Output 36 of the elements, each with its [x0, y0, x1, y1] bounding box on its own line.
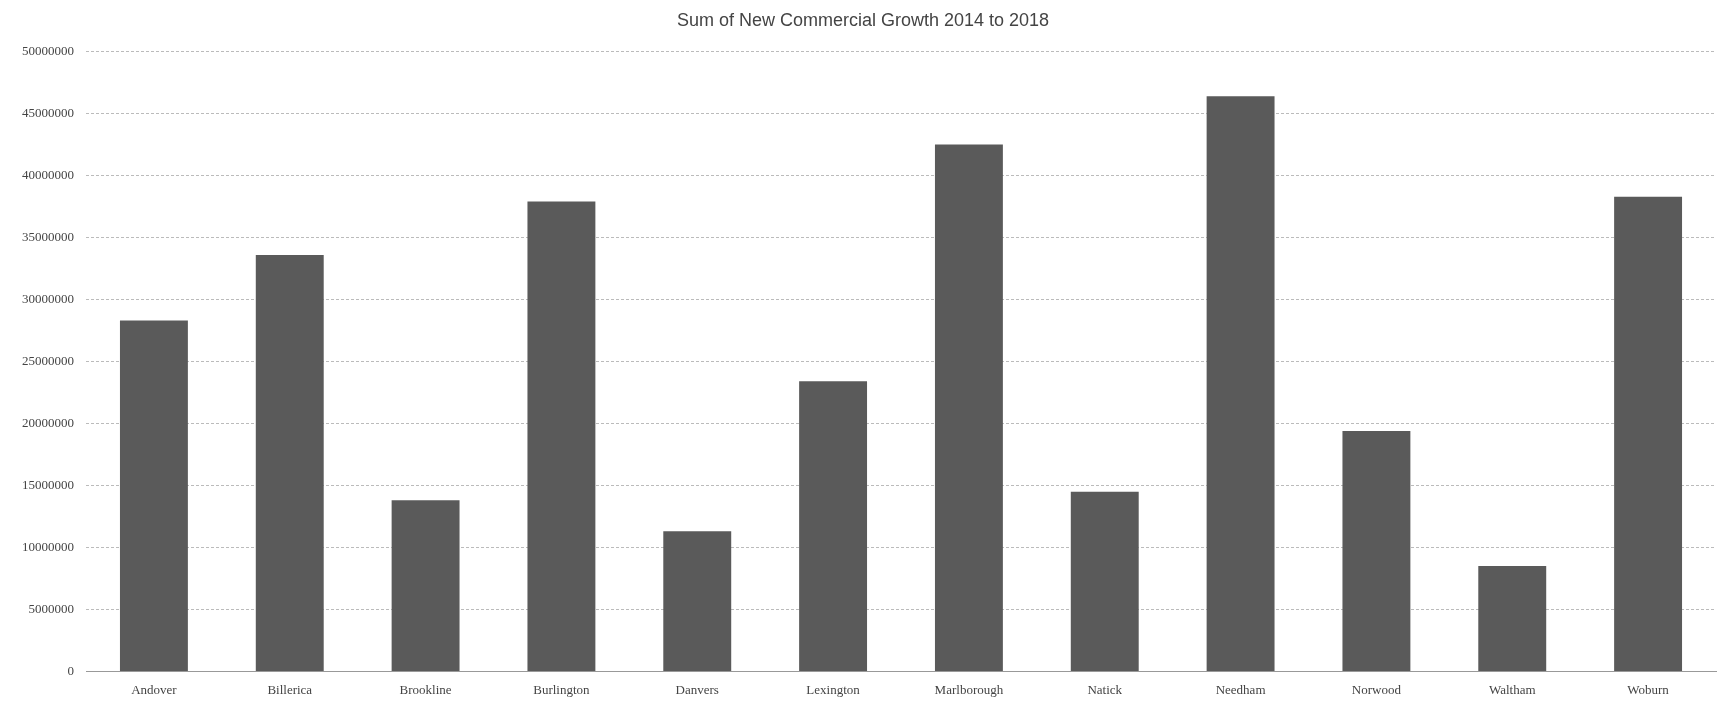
- y-tick-label: 25000000: [22, 352, 74, 368]
- bar: [1206, 96, 1275, 671]
- x-tick-label: Norwood: [1351, 681, 1402, 697]
- x-tick-label: Needham: [1215, 681, 1266, 697]
- bar: [799, 381, 868, 671]
- bar: [663, 531, 732, 671]
- x-tick-label: Natick: [1087, 681, 1123, 697]
- bar: [1342, 430, 1411, 671]
- y-tick-label: 30000000: [22, 290, 74, 306]
- x-tick-label: Woburn: [1627, 681, 1670, 697]
- x-tick-label: Andover: [131, 681, 178, 697]
- chart-title: Sum of New Commercial Growth 2014 to 2018: [676, 9, 1050, 30]
- y-tick-label: 45000000: [22, 105, 74, 120]
- x-tick-label: Brookline: [399, 681, 452, 697]
- bar: [934, 144, 1003, 671]
- bar: [1070, 491, 1139, 671]
- bar: [255, 254, 324, 671]
- y-tick-label: 35000000: [22, 228, 74, 244]
- y-tick-label: 10000000: [22, 538, 74, 554]
- y-tick-label: 50000000: [22, 43, 74, 59]
- x-tick-label: Danvers: [675, 681, 719, 697]
- x-tick-label: Lexington: [806, 681, 861, 697]
- x-tick-label: Waltham: [1488, 681, 1536, 697]
- y-tick-label: 15000000: [22, 476, 74, 492]
- bar: [119, 320, 188, 671]
- y-tick-label: 40000000: [22, 166, 74, 182]
- bar: [1478, 566, 1547, 671]
- y-tick-label: 5000000: [28, 600, 74, 616]
- y-tick-label: 20000000: [22, 414, 74, 430]
- bar: [1614, 196, 1683, 671]
- y-tick-label: 0: [67, 662, 74, 678]
- x-tick-label: Marlborough: [934, 681, 1004, 697]
- bar: [391, 500, 460, 671]
- bar: [527, 201, 596, 671]
- x-tick-label: Billerica: [267, 681, 313, 697]
- x-tick-label: Burlington: [533, 681, 591, 697]
